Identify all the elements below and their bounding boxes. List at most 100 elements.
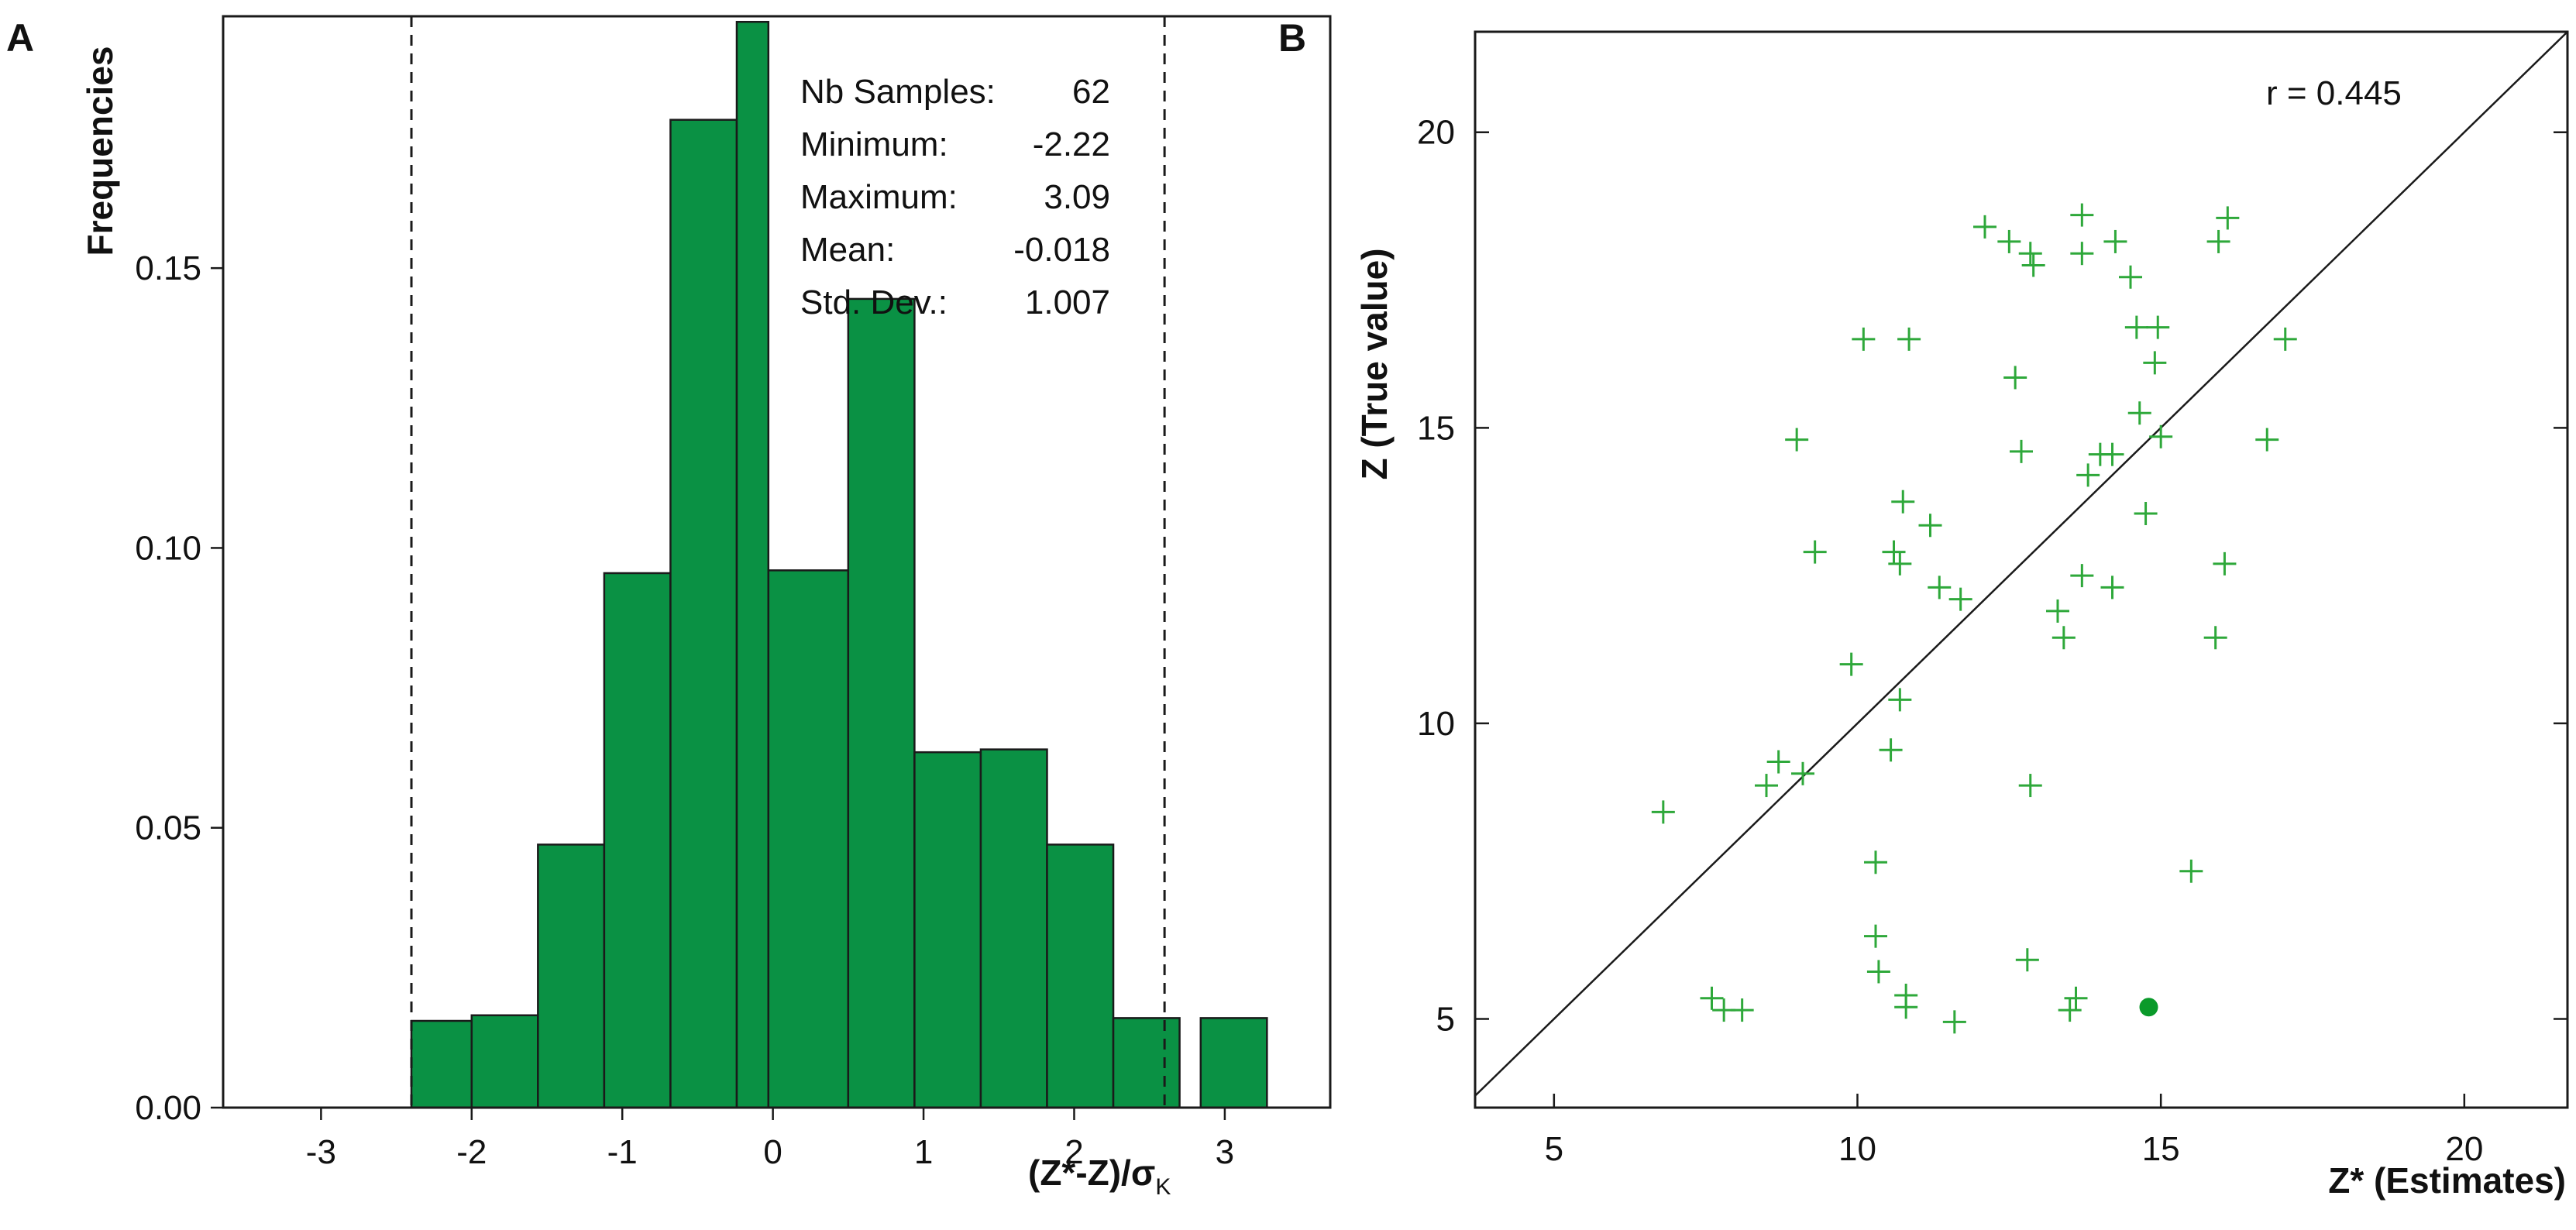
scatter-point [1942,1010,1966,1034]
histogram-bar [1112,1017,1181,1109]
scatter-point [2206,229,2230,253]
highlighted-point [2139,998,2158,1017]
scatter-point [1997,229,2021,253]
x-tick-label: 3 [1216,1133,1234,1171]
scatter-point [2018,242,2042,266]
scatter-point [2203,626,2227,650]
scatter-point [1785,428,1809,452]
scatter-point [2143,351,2167,375]
y-tick-label: 0.10 [135,529,201,567]
stat-label: Mean: [800,231,895,269]
x-tick-label: 1 [914,1133,933,1171]
y-tick-label: 15 [1417,409,1455,447]
scatter-point [2134,501,2158,525]
scatter-point [2070,203,2094,227]
x-tick-label: 5 [1545,1130,1563,1168]
panel-letter-a: A [6,16,34,60]
scatter-point [2100,575,2124,600]
scatter-point [1894,995,1918,1019]
stat-label: Maximum: [800,178,958,216]
histogram-y-axis-label: Frequencies [80,46,120,256]
y-tick-label: 10 [1417,705,1455,743]
stat-value: 1.007 [1025,283,1110,321]
histogram-bar [1046,843,1115,1109]
histogram-frame [222,15,1332,1109]
scatter-y-axis-label: Z (True value) [1354,248,1395,479]
histogram-bar [537,843,606,1109]
scatter-point [1888,688,1912,712]
histogram-ticks: -3 -2 -1 0 1 2 3 0.00 0.05 0.10 0.15 [135,249,1234,1171]
stats-box: Nb Samples: 62 Minimum: -2.22 Maximum: 3.09 Me… [800,73,1110,321]
scatter-point [2058,998,2082,1022]
scatter-point [1866,960,1890,984]
scatter-point [1918,514,1942,538]
histogram-bar [470,1014,539,1109]
scatter-frame [1474,30,2569,1109]
histogram-bar [767,569,850,1109]
scatter-point [2273,327,2297,351]
scatter-point [1897,327,1921,351]
scatter-point [1852,327,1876,351]
scatter-point [1864,924,1887,948]
stat-value: -0.018 [1013,231,1110,269]
x-tick-label: -3 [306,1133,336,1171]
scatter-point [1730,998,1754,1022]
histogram-bar [913,751,982,1109]
scatter-point [2149,424,2173,448]
x-tick-label: -1 [607,1133,638,1171]
scatter-point [2146,315,2170,339]
scatter-point [2003,366,2027,390]
stat-label: Nb Samples: [800,73,996,111]
y-tick-label: 0.05 [135,809,201,847]
scatter-points [1651,203,2297,1034]
scatter-point [2018,774,2042,798]
scatter-point [2216,206,2240,230]
histogram-bar [669,119,738,1109]
scatter-point [2119,265,2142,289]
scatter-point [2052,626,2076,650]
scatter-point [2213,551,2237,575]
y-tick-label: 0.15 [135,249,201,287]
x-label-subscript: K [1155,1174,1171,1200]
scatter-point [1755,774,1778,798]
histogram-bar [735,20,770,1109]
dashed-limit-lines [410,16,1166,1108]
x-tick-label: 2 [1064,1133,1083,1171]
scatter-point [1928,575,1952,600]
panel-letter-b: B [1278,16,1306,60]
stat-label: Std. Dev.: [800,283,948,321]
scatter-point [2015,948,2039,972]
y-tick-label: 5 [1436,1001,1455,1039]
y-tick-label: 0.00 [135,1089,201,1127]
scatter-point [2179,859,2203,883]
scatter-point [1864,850,1887,874]
correlation-annotation: r = 0.445 [2266,74,2402,112]
x-tick-label: -2 [456,1133,487,1171]
x-tick-label: 15 [2142,1130,2180,1168]
x-label-main: (Z*-Z)/σ [1028,1153,1155,1193]
x-tick-label: 10 [1838,1130,1876,1168]
histogram-bar [410,1019,473,1109]
histogram-bar [603,572,672,1109]
scatter-point [1839,652,1863,676]
scatter-x-axis-label: Z* (Estimates) [2328,1160,2566,1201]
scatter-point [2021,253,2045,277]
scatter-point [1973,215,1996,239]
x-tick-label: 0 [763,1133,782,1171]
histogram-bar [979,748,1048,1109]
scatter-point [2076,463,2100,487]
scatter-point [1888,551,1912,575]
histogram-bar [1199,1017,1268,1109]
scatter-point [1882,540,1906,564]
scatter-point [2046,599,2069,623]
histogram-x-axis-label: (Z*-Z)/σK [1028,1153,1171,1200]
scatter-point [1803,540,1827,564]
scatter-point [2070,242,2094,266]
scatter-point [1879,738,1903,762]
scatter-point [1948,587,1972,611]
stat-value: 62 [1072,73,1110,111]
scatter-point [2127,401,2151,425]
scatter-point [1651,800,1675,824]
scatter-point [1766,750,1790,774]
